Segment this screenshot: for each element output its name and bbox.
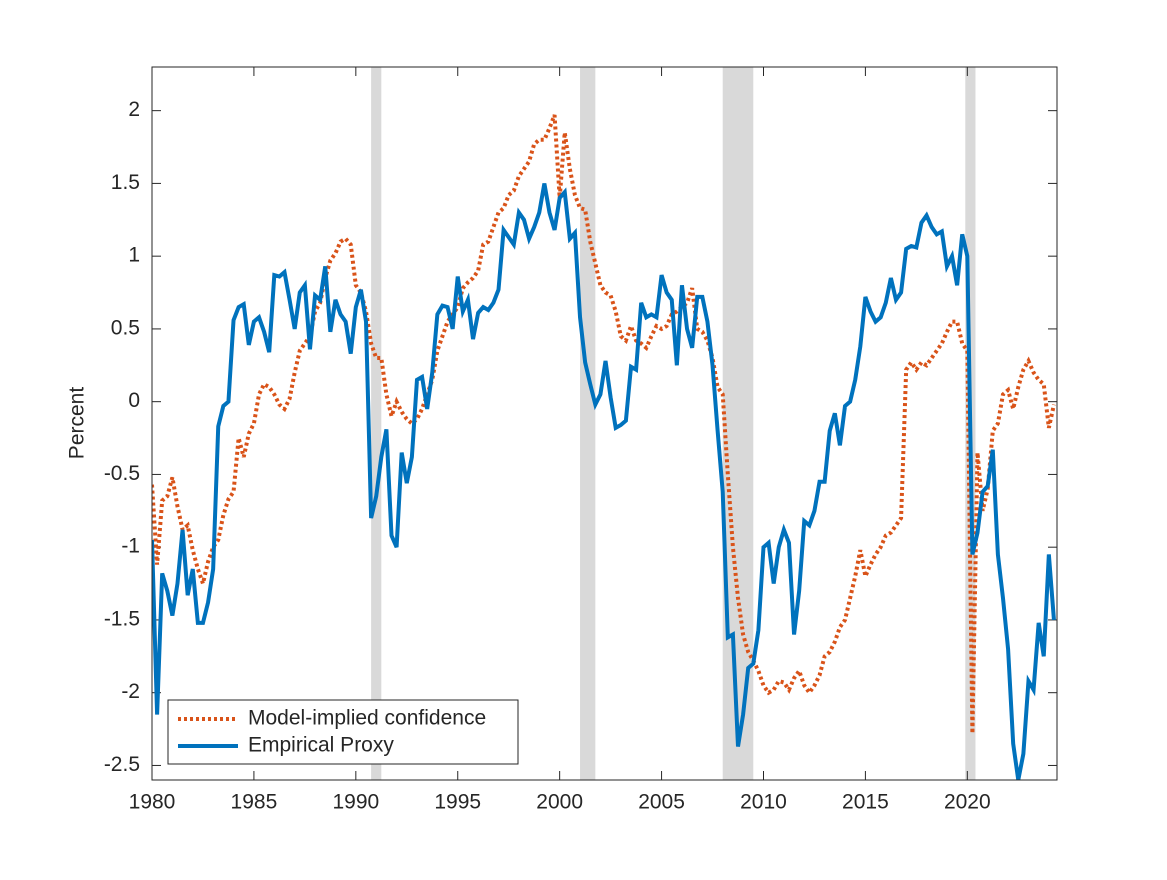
legend: Model-implied confidence Empirical Proxy	[167, 699, 519, 765]
recession-band	[580, 67, 596, 780]
y-tick-label: 1.5	[111, 171, 140, 194]
x-tick-label: 2000	[536, 791, 583, 814]
y-tick-label: 0.5	[111, 316, 140, 339]
series-line	[152, 183, 1056, 780]
y-tick-label: -1	[121, 535, 140, 558]
x-tick-label: 1980	[129, 791, 176, 814]
y-tick-label: -2	[121, 680, 140, 703]
y-tick-label: -0.5	[104, 462, 140, 485]
legend-label: Empirical Proxy	[248, 734, 394, 757]
y-tick-label: -2.5	[104, 753, 140, 776]
series-line	[152, 114, 1056, 734]
x-tick-label: 1985	[231, 791, 278, 814]
y-tick-label: 0	[128, 389, 140, 412]
x-tick-label: 2005	[638, 791, 685, 814]
legend-label: Model-implied confidence	[248, 707, 486, 730]
x-tick-label: 1995	[434, 791, 481, 814]
y-tick-label: 2	[128, 98, 140, 121]
y-tick-label: -1.5	[104, 607, 140, 630]
plot-area	[152, 67, 1057, 780]
x-tick-label: 2010	[740, 791, 787, 814]
x-tick-label: 2015	[842, 791, 889, 814]
x-tick-label: 1990	[332, 791, 379, 814]
y-tick-label: 1	[128, 244, 140, 267]
recession-band	[371, 67, 382, 780]
x-tick-label: 2020	[944, 791, 991, 814]
legend-box	[167, 699, 519, 765]
y-axis-label: Percent	[66, 387, 89, 460]
recession-band	[722, 67, 754, 780]
axes-box	[151, 66, 1058, 781]
